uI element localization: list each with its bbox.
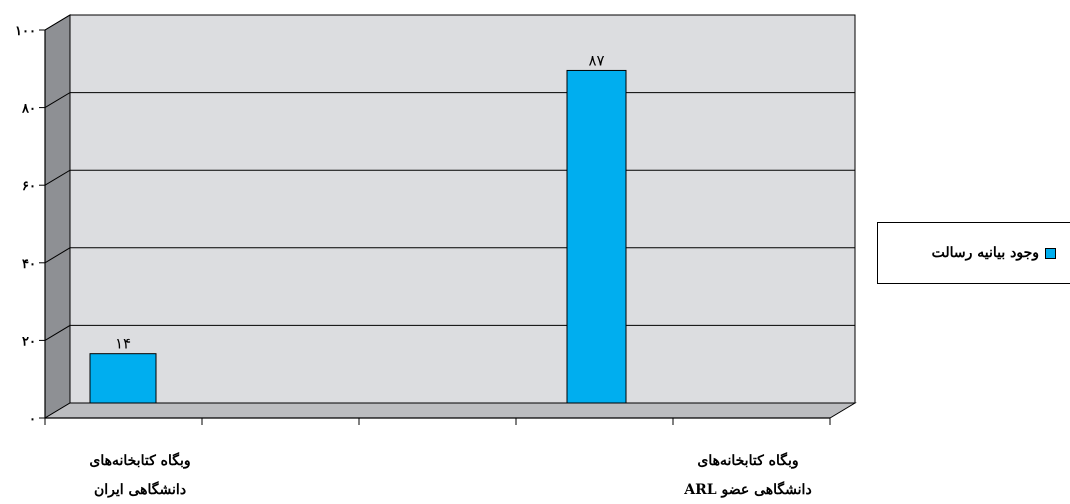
x-axis: وبگاه کتابخانه‌های دانشگاهی ایران وبگاه کت… [44, 417, 831, 498]
bar [566, 69, 627, 404]
x-category-label: دانشگاهی ایران [94, 481, 186, 498]
back-wall [69, 14, 856, 404]
bar [89, 353, 157, 404]
y-tick-label: ۱۰۰ [15, 24, 36, 39]
x-category-label: وبگاه کتابخانه‌های [697, 452, 798, 469]
y-tick-label: ۲۰ [22, 334, 36, 349]
legend-swatch [1045, 247, 1056, 259]
legend: وجود بیانیه رسالت [877, 222, 1070, 284]
y-tick-label: ۰ [29, 412, 36, 427]
bars: ۱۴ ۸۷ [89, 51, 627, 404]
bar-value-label: ۸۷ [588, 51, 604, 69]
y-axis: ۰ ۲۰ ۴۰ ۶۰ ۸۰ ۱۰۰ [15, 24, 46, 427]
floor [43, 402, 857, 419]
legend-label: وجود بیانیه رسالت [931, 245, 1039, 261]
x-category-label: دانشگاهی عضو ARL [683, 481, 811, 498]
gridline [44, 14, 855, 31]
side-wall [44, 14, 71, 419]
y-tick-label: ۴۰ [22, 257, 36, 272]
plot-area [43, 14, 857, 419]
bar-value-label: ۱۴ [115, 335, 131, 353]
x-category-label: وبگاه کتابخانه‌های [89, 452, 190, 469]
y-tick-label: ۶۰ [22, 179, 36, 194]
y-tick-label: ۸۰ [21, 102, 36, 117]
